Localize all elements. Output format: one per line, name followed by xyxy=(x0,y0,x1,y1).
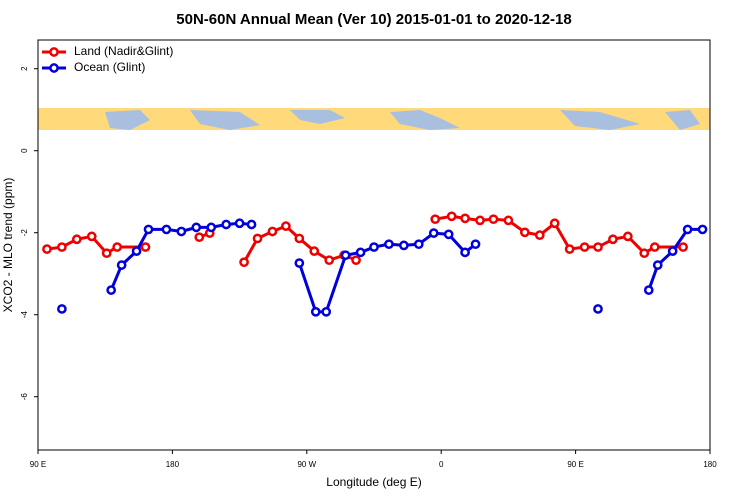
y-tick-label: 0 xyxy=(20,148,29,153)
point xyxy=(131,246,142,256)
point xyxy=(239,257,249,268)
point xyxy=(161,224,172,235)
point xyxy=(369,242,379,252)
x-tick-label: 90 E xyxy=(30,460,46,469)
point xyxy=(294,233,305,244)
point xyxy=(579,242,590,252)
point xyxy=(623,231,633,242)
legend-label: Land (Nadir&Glint) xyxy=(74,44,173,58)
point xyxy=(194,232,205,243)
x-tick-label: 90 E xyxy=(567,460,583,469)
point xyxy=(667,246,678,256)
point xyxy=(564,244,575,254)
point xyxy=(593,304,603,314)
point xyxy=(649,242,660,252)
point xyxy=(321,306,332,317)
legend-marker xyxy=(49,63,59,73)
point xyxy=(428,228,439,238)
point xyxy=(413,239,424,250)
point xyxy=(593,242,603,252)
x-tick-label: 180 xyxy=(166,460,180,469)
point xyxy=(682,224,693,235)
legend-marker xyxy=(49,47,59,57)
point xyxy=(384,239,394,250)
point xyxy=(310,306,321,317)
point xyxy=(86,231,97,242)
point xyxy=(143,224,154,235)
point xyxy=(503,215,514,226)
point xyxy=(639,248,650,259)
point xyxy=(340,250,351,261)
point xyxy=(71,234,82,245)
point xyxy=(57,242,67,252)
point xyxy=(608,234,618,245)
point xyxy=(267,226,278,237)
point xyxy=(470,239,481,250)
point xyxy=(549,218,560,229)
point xyxy=(176,226,187,237)
point xyxy=(446,211,457,222)
y-axis-label: XCO2 - MLO trend (ppm) xyxy=(1,178,15,313)
point xyxy=(475,215,485,226)
point xyxy=(140,242,151,252)
x-tick-label: 0 xyxy=(439,460,444,469)
point xyxy=(460,213,470,224)
point xyxy=(519,227,530,238)
y-tick-label: 2 xyxy=(20,66,29,71)
point xyxy=(324,255,335,266)
point xyxy=(309,246,320,256)
plot-frame xyxy=(37,39,711,451)
point xyxy=(488,214,499,225)
point xyxy=(42,244,52,254)
x-axis-label: Longitude (deg E) xyxy=(326,475,421,489)
point xyxy=(101,248,112,259)
x-tick-label: 90 W xyxy=(297,460,316,469)
point xyxy=(246,219,257,230)
point xyxy=(206,222,217,233)
point xyxy=(697,224,708,235)
point xyxy=(652,260,663,270)
x-tick-label: 180 xyxy=(703,460,717,469)
y-tick-label: -4 xyxy=(20,311,29,319)
point xyxy=(534,230,545,241)
point xyxy=(430,214,441,225)
y-tick-label: -2 xyxy=(20,229,29,237)
point xyxy=(351,255,361,266)
point xyxy=(281,221,291,231)
point xyxy=(106,285,117,295)
point xyxy=(399,240,409,251)
point xyxy=(221,219,232,230)
point xyxy=(678,242,688,252)
legend-label: Ocean (Glint) xyxy=(74,60,145,74)
point xyxy=(643,285,654,295)
point xyxy=(294,258,305,268)
point xyxy=(460,247,470,258)
point xyxy=(234,218,245,229)
point xyxy=(112,242,122,252)
point xyxy=(252,233,263,244)
point xyxy=(191,222,202,233)
y-tick-label: -6 xyxy=(20,393,29,401)
point xyxy=(355,247,366,258)
point xyxy=(116,260,127,270)
point xyxy=(57,304,67,314)
chart-title: 50N-60N Annual Mean (Ver 10) 2015-01-01 … xyxy=(176,11,571,28)
map-strip xyxy=(38,108,710,130)
point xyxy=(443,229,454,240)
